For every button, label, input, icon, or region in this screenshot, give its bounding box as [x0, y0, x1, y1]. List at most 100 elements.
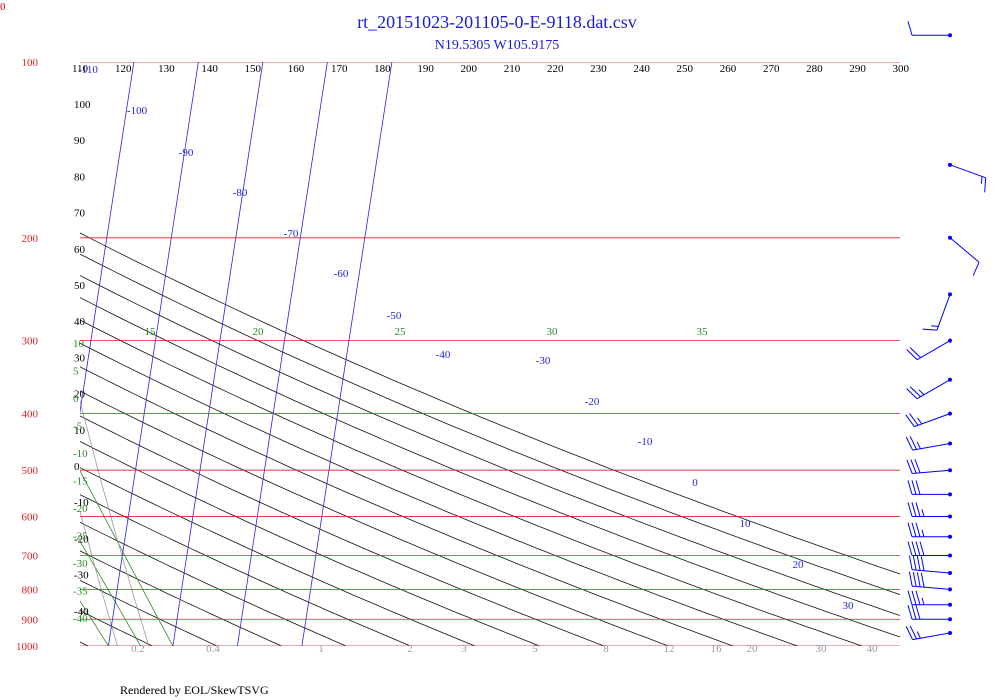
wind-barb-flag: [915, 502, 921, 517]
dry-adiabat-line: [80, 390, 669, 646]
temperature-point: [40, 624, 44, 628]
dry-adiabat-line: [80, 550, 282, 646]
temperature-point: [1, 561, 5, 565]
theta-tick-label: 250: [677, 63, 694, 75]
left-isotherm-label: 90: [74, 135, 86, 147]
wind-barb-flag: [920, 572, 925, 588]
grid-lines: [0, 35, 900, 646]
left-isotherm-label: 20: [74, 389, 86, 401]
wind-barb-flag: [908, 571, 913, 587]
wind-barb-flag: [909, 347, 921, 358]
wind-barb-flag: [909, 436, 917, 450]
wind-barb: [906, 459, 952, 475]
wind-barb: [905, 625, 952, 641]
wind-barb: [948, 235, 980, 276]
wind-barb-half-flag: [916, 441, 921, 449]
mixing-ratio-tick-label: 3: [461, 643, 467, 655]
wind-barb: [907, 522, 952, 539]
wind-barb-flag: [915, 480, 921, 495]
wind-barb-flag: [915, 541, 921, 556]
moist-top-label: 20: [253, 326, 265, 338]
wind-barb-flag: [909, 413, 919, 426]
wind-barb-flag: [922, 328, 938, 331]
dry-adiabat-line: [80, 415, 605, 646]
temperature-point: [23, 609, 27, 613]
dewpoint-point: [0, 616, 1, 620]
pressure-tick-label: 200: [22, 233, 39, 245]
mixing-ratio-tick-label: 12: [664, 643, 675, 655]
wind-barb-staff: [936, 294, 951, 331]
wind-barb-flag: [907, 605, 913, 620]
dewpoint-point: [0, 630, 2, 634]
moist-left-label: -20: [73, 503, 88, 515]
wind-barb-flag: [911, 522, 917, 537]
dry-adiabat-line: [80, 275, 900, 616]
theta-tick-label: 120: [115, 63, 132, 75]
wind-barb-flag: [907, 590, 913, 605]
wind-barbs: [905, 21, 987, 641]
theta-tick-label: 210: [504, 63, 521, 75]
wind-barb-flag: [907, 541, 913, 556]
wind-barb-flag: [915, 605, 921, 620]
theta-tick-label: 270: [763, 63, 780, 75]
mixing-ratio-tick-label: 2: [407, 643, 413, 655]
temperature-point: [39, 642, 43, 646]
isotherm-tick-label: -70: [284, 228, 299, 240]
wind-barb-flag: [915, 522, 921, 537]
moist-left-label: 0: [73, 393, 79, 405]
wind-barb-flag: [916, 572, 921, 587]
temperature-point: [20, 606, 24, 610]
pressure-tick-label: 800: [22, 584, 39, 596]
temperature-point: [0, 558, 2, 562]
mixing-ratio-tick-label: 1: [318, 643, 324, 655]
chart-subtitle: N19.5305 W105.9175: [435, 38, 560, 53]
wind-barb-staff: [912, 442, 951, 451]
moist-adiabat-line: [80, 600, 109, 646]
isotherm-tick-label: -90: [179, 147, 194, 159]
wind-barb-flag: [906, 459, 913, 474]
wind-barb: [908, 555, 952, 576]
left-isotherm-label: -30: [74, 570, 89, 582]
isotherm-tick-label: -40: [436, 349, 451, 361]
isotherm-tick-label: 10: [740, 518, 752, 530]
left-isotherm-label: -40: [74, 606, 89, 618]
temperature-point: [13, 590, 17, 594]
left-isotherm-label: 10: [74, 425, 86, 437]
temperature-point: [17, 601, 21, 605]
wind-barb-flag: [911, 590, 917, 605]
dewpoint-point: [2, 621, 6, 625]
wind-barb-flag: [905, 436, 914, 451]
wind-barb-staff: [949, 237, 980, 263]
moist-adiabat-line: [0, 165, 76, 646]
wind-barb-flag: [912, 555, 917, 571]
temperature-point: [5, 569, 9, 573]
temperature-point: [45, 644, 49, 648]
left-isotherm-label: 70: [74, 208, 86, 220]
wind-barb-flag: [909, 386, 921, 398]
temperature-point: [8, 572, 12, 576]
theta-tick-label: 140: [201, 63, 218, 75]
temperature-point: [10, 581, 14, 585]
wind-barb-staff: [912, 585, 951, 590]
temperature-point: [27, 636, 31, 640]
temperature-point: [35, 628, 39, 632]
wind-barb: [907, 605, 952, 622]
mixing-ratio-tick-label: 0.4: [206, 643, 220, 655]
wind-barb-flag: [909, 625, 917, 640]
isotherm-line: [0, 35, 9, 646]
wind-barb-half-flag: [921, 597, 925, 605]
temperature-point: [39, 621, 43, 625]
wind-barb-staff: [916, 379, 951, 400]
moist-adiabat-line: [80, 540, 141, 646]
mixing-ratio-tick-label: 30: [816, 643, 828, 655]
moist-left-label: 10: [73, 338, 85, 350]
temperature-point: [9, 577, 13, 581]
wind-barb-half-flag: [921, 509, 925, 517]
moist-left-label: -40: [73, 613, 88, 625]
left-isotherm-label: 60: [74, 244, 86, 256]
wind-barb-half-flag: [921, 529, 925, 537]
moist-top-label: 15: [145, 326, 157, 338]
temperature-point: [12, 587, 16, 591]
temperature-point: [37, 627, 41, 631]
